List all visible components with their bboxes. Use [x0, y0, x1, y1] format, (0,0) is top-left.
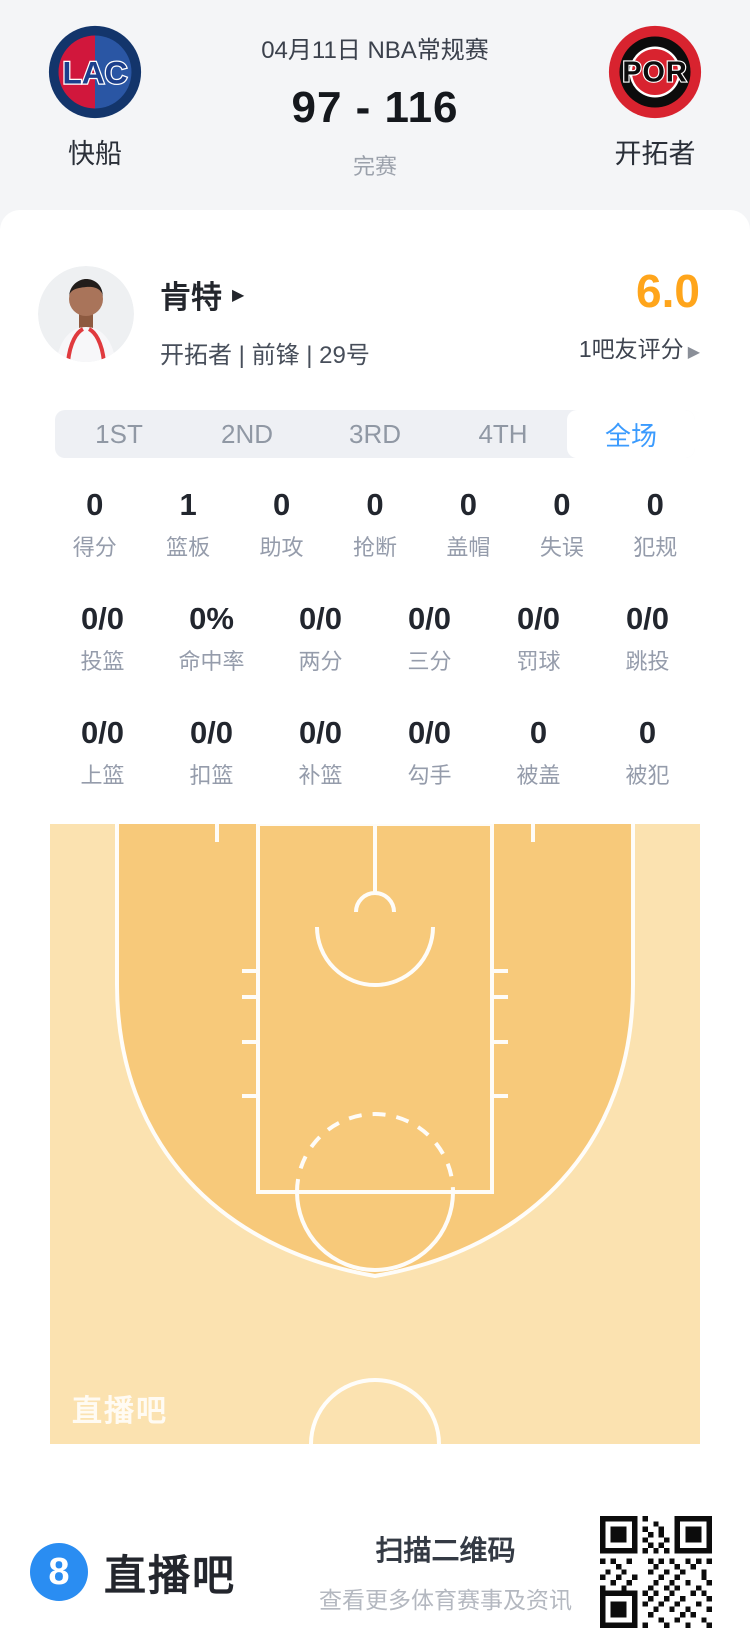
brand: 8 直播吧: [30, 1542, 236, 1603]
stat-turnovers: 0 失误: [539, 487, 584, 561]
player-name: 肯特: [160, 280, 222, 315]
player-meta: 开拓者 | 前锋 | 29号: [160, 342, 370, 369]
player-stats-card: 肯特 ▶ 开拓者 | 前锋 | 29号 6.0 1吧友评分 ▶ 1ST 2ND 3…: [0, 210, 750, 1629]
tab-full-game[interactable]: 全场: [567, 410, 695, 458]
away-team: POR 开拓者: [560, 18, 750, 210]
match-score: 97 - 116: [291, 83, 459, 132]
tab-1st[interactable]: 1ST: [95, 418, 143, 449]
player-photo-icon: [38, 266, 134, 362]
stat-steals: 0 抢断: [352, 487, 397, 561]
lac-team-logo-icon: LAC: [48, 25, 142, 119]
away-team-name: 开拓者: [614, 139, 696, 169]
stat-dunk: 0/0 扣篮: [189, 715, 234, 789]
stat-fouled: 0 被犯: [625, 715, 670, 789]
chevron-right-icon: ▶: [687, 344, 700, 361]
court-watermark: 直播吧: [72, 1395, 168, 1428]
stats-row-basic: 0 得分 1 篮板 0 助攻 0 抢断 0 盖帽 0 失误: [48, 488, 702, 562]
match-summary: 04月11日 NBA常规赛 97 - 116 完赛: [190, 18, 560, 210]
basketball-halfcourt-icon: [50, 824, 700, 1444]
stat-assists: 0 助攻: [259, 487, 304, 561]
rating-value: 6.0: [636, 265, 700, 317]
por-team-logo-icon: POR: [608, 25, 702, 119]
zhibo8-logo-icon: 8: [30, 1543, 88, 1601]
stat-fg-pct: 0% 命中率: [178, 601, 245, 675]
match-header: LAC 快船 04月11日 NBA常规赛 97 - 116 完赛 POR 开拓者: [0, 0, 750, 210]
rating-link[interactable]: 1吧友评分 ▶: [579, 330, 700, 364]
qr-subtitle: 查看更多体育赛事及资讯: [319, 1587, 572, 1613]
stat-layup: 0/0 上篮: [80, 715, 125, 789]
rating-label: 1吧友评分: [578, 336, 684, 362]
stat-blocks: 0 盖帽: [446, 487, 491, 561]
logo-glyph: 8: [48, 1551, 70, 1593]
stat-ft: 0/0 罚球: [516, 601, 561, 675]
stat-fouls: 0 犯规: [633, 487, 678, 561]
brand-name: 直播吧: [104, 1551, 237, 1599]
qr-title: 扫描二维码: [375, 1535, 516, 1566]
home-team-abbr: LAC: [62, 55, 127, 91]
app-footer: 8 直播吧 扫描二维码 查看更多体育赛事及资讯: [0, 1516, 750, 1628]
tab-2nd[interactable]: 2ND: [220, 418, 273, 449]
tab-3rd[interactable]: 3RD: [348, 418, 401, 449]
stat-3pt: 0/0 三分: [407, 601, 452, 675]
stat-points: 0 得分: [72, 487, 117, 561]
match-title: 04月11日 NBA常规赛: [261, 37, 489, 64]
stat-rebounds: 1 篮板: [166, 487, 211, 561]
stat-blocked: 0 被盖: [516, 715, 561, 789]
stats-row-shooting: 0/0 投篮 0% 命中率 0/0 两分 0/0 三分 0/0 罚球 0/0 跳…: [48, 602, 702, 676]
player-info: 肯特 ▶ 开拓者 | 前锋 | 29号: [160, 266, 370, 370]
home-team-name: 快船: [68, 139, 122, 169]
quarter-tabs: 1ST 2ND 3RD 4TH 全场: [55, 410, 695, 458]
tab-4th[interactable]: 4TH: [478, 418, 528, 449]
chevron-right-icon: ▶: [232, 286, 245, 304]
match-status: 完赛: [352, 154, 397, 179]
away-team-abbr: POR: [622, 57, 687, 89]
stat-jumpshot: 0/0 跳投: [625, 601, 670, 675]
stat-fg: 0/0 投篮: [80, 601, 125, 675]
player-header: 肯特 ▶ 开拓者 | 前锋 | 29号 6.0 1吧友评分 ▶: [0, 210, 750, 370]
qr-code-icon: [600, 1516, 712, 1628]
player-name-button[interactable]: 肯特 ▶: [160, 272, 370, 317]
stat-2pt: 0/0 两分: [298, 601, 343, 675]
shot-chart-court: 直播吧: [50, 824, 700, 1444]
stats-row-shottypes: 0/0 上篮 0/0 扣篮 0/0 补篮 0/0 勾手 0 被盖 0 被犯: [48, 716, 702, 790]
stat-hook: 0/0 勾手: [407, 715, 452, 789]
player-avatar: [38, 266, 134, 362]
home-team: LAC 快船: [0, 18, 190, 210]
rating-box: 6.0 1吧友评分 ▶: [579, 266, 700, 364]
stat-tipin: 0/0 补篮: [298, 715, 343, 789]
qr-caption: 扫描二维码 查看更多体育赛事及资讯: [319, 1529, 572, 1615]
